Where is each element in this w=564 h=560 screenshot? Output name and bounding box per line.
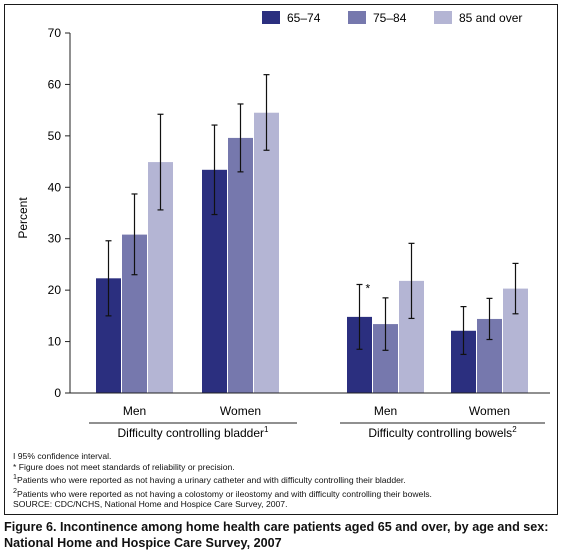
y-axis: 0 10 20 30 40 50 60 70 xyxy=(48,26,71,400)
y-tick-label: 10 xyxy=(48,335,62,349)
footnote-1: 1Patients who were reported as not havin… xyxy=(13,473,406,486)
bar xyxy=(254,112,279,393)
unreliable-flag: * xyxy=(366,281,371,295)
x-category-label: Women xyxy=(220,404,261,418)
note-confidence-interval: I 95% confidence interval. xyxy=(13,451,112,461)
y-tick-label: 0 xyxy=(54,386,61,400)
x-category-label: Men xyxy=(374,404,397,418)
bars xyxy=(96,112,528,393)
figure-notes: I 95% confidence interval. * Figure does… xyxy=(13,451,432,510)
legend-label: 65–74 xyxy=(287,11,321,25)
y-tick-label: 50 xyxy=(48,129,62,143)
footnote-2: 2Patients who were reported as not havin… xyxy=(13,486,432,499)
legend-swatch-65-74 xyxy=(262,11,280,24)
figure-frame: 65–74 75–84 85 and over Percent 0 10 20 30 40 5… xyxy=(4,4,558,515)
y-tick-label: 40 xyxy=(48,180,62,194)
legend-swatch-85-over xyxy=(434,11,452,24)
legend-label: 75–84 xyxy=(373,11,407,25)
legend: 65–74 75–84 85 and over xyxy=(262,11,522,25)
x-axis: Men Women Men Women Difficulty controlling b… xyxy=(70,392,550,440)
y-tick-label: 30 xyxy=(48,232,62,246)
bar xyxy=(228,137,253,393)
source-note: SOURCE: CDC/NCHS, National Home and Hosp… xyxy=(13,499,288,510)
bar-chart: 65–74 75–84 85 and over Percent 0 10 20 30 40 5… xyxy=(16,11,550,440)
x-category-label: Women xyxy=(469,404,510,418)
caption-line-2: National Home and Hospice Care Survey, 2… xyxy=(4,536,282,550)
legend-label: 85 and over xyxy=(459,11,522,25)
y-tick-label: 70 xyxy=(48,26,62,40)
figure-caption: Figure 6. Incontinence among home health… xyxy=(4,519,560,551)
group-label: Difficulty controlling bladder1 xyxy=(118,425,270,440)
ci-symbol: I xyxy=(13,451,16,461)
y-axis-label: Percent xyxy=(16,197,30,239)
legend-swatch-75-84 xyxy=(348,11,366,24)
group-label: Difficulty controlling bowels2 xyxy=(368,425,517,440)
error-bars: * xyxy=(105,74,519,356)
y-tick-label: 20 xyxy=(48,283,62,297)
y-tick-label: 60 xyxy=(48,77,62,91)
note-asterisk: * Figure does not meet standards of reli… xyxy=(13,461,235,472)
x-category-label: Men xyxy=(123,404,146,418)
caption-line-1: Figure 6. Incontinence among home health… xyxy=(4,520,549,534)
